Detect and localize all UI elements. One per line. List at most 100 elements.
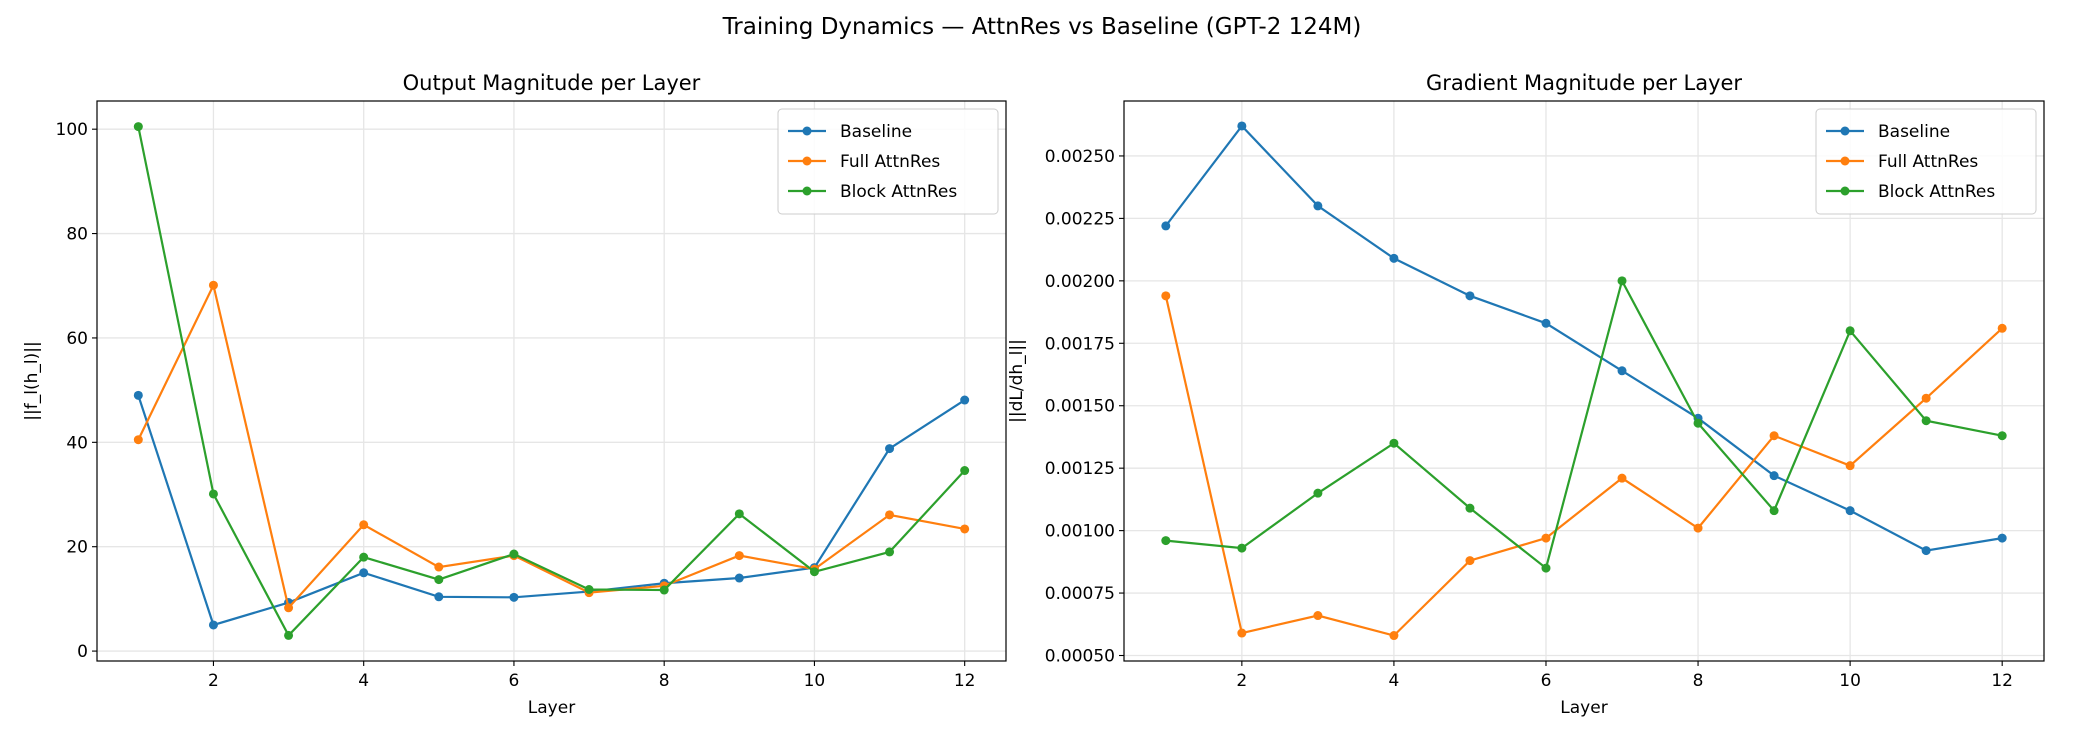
legend-marker [1840,186,1850,196]
data-point [1921,393,1931,403]
data-point [359,568,369,578]
data-point [1997,431,2007,441]
data-point [1617,276,1627,286]
y-axis-label: ||f_l(h_l)|| [22,341,42,420]
data-point [885,547,895,557]
y-tick-label: 0.00225 [1045,209,1115,229]
data-point [1541,533,1551,543]
x-tick-label: 2 [1236,671,1247,691]
series-line-full-attnres [1164,295,2003,637]
data-point [1845,326,1855,336]
x-tick-label: 4 [1389,671,1400,691]
data-point [509,592,519,602]
data-point [1237,628,1247,638]
data-point [1161,536,1171,546]
y-tick-label: 0.00075 [1045,584,1115,604]
legend-label: Baseline [1878,122,1950,142]
data-point [960,395,970,405]
legend: Baseline Full AttnRes Block AttnRes [777,108,999,215]
x-axis-label: Layer [1560,698,1607,718]
y-tick-label: 0.00100 [1045,522,1115,542]
output-magnitude-chart: 2 4 6 8 10 12 0 20 40 60 80 100 Output Magnitude per… [22,71,1007,718]
data-point [208,489,218,499]
legend-marker [1840,156,1850,166]
data-point [509,549,519,559]
data-point [1997,533,2007,543]
y-tick-label: 0.00200 [1045,272,1115,292]
data-point [1693,418,1703,428]
data-point [434,562,444,572]
data-point [434,575,444,585]
legend-marker [1840,126,1850,136]
y-tick-label: 80 [66,225,88,245]
legend-box [1815,108,2037,215]
data-point [734,509,744,519]
data-point [1237,543,1247,553]
x-tick-label: 8 [1693,671,1704,691]
data-point [1313,611,1323,621]
data-point [734,573,744,583]
data-point [960,466,970,476]
data-point [885,510,895,520]
legend-label: Block AttnRes [1878,182,1995,202]
x-tick-label: 4 [358,671,369,691]
data-point [208,280,218,290]
x-tick-label: 6 [509,671,520,691]
legend-marker [802,126,812,136]
data-point [1769,471,1779,481]
legend-marker [802,156,812,166]
data-point [1465,556,1475,566]
data-point [359,520,369,530]
data-point [1465,503,1475,513]
data-point [133,435,143,445]
series-line-baseline [1164,124,2003,552]
data-point [1769,431,1779,441]
legend-marker [802,186,812,196]
data-point [885,444,895,454]
x-tick-label: 12 [954,671,976,691]
y-axis-label: ||dL/dh_l|| [1007,339,1027,423]
data-point [1617,473,1627,483]
data-point [1769,506,1779,516]
data-point [1161,221,1171,231]
y-tick-label: 0.00050 [1045,647,1115,667]
legend-box [777,108,999,215]
data-point [809,567,819,577]
x-tick-label: 10 [1839,671,1861,691]
data-point [1693,523,1703,533]
data-point [1389,438,1399,448]
gradient-magnitude-chart: 2 4 6 8 10 12 0.00050 0.00075 0.00100 0.00125 0.00… [1007,71,2045,718]
chart-title: Gradient Magnitude per Layer [1426,71,1742,95]
data-point [1921,416,1931,426]
legend: Baseline Full AttnRes Block AttnRes [1815,108,2037,215]
y-tick-label: 0.00175 [1045,334,1115,354]
data-point [284,603,294,613]
data-point [1845,506,1855,516]
data-point [1237,121,1247,131]
data-point [1617,366,1627,376]
data-point [1465,291,1475,301]
x-tick-label: 12 [1991,671,2013,691]
data-point [133,390,143,400]
data-point [734,551,744,561]
series-line-baseline [137,395,966,627]
axes-frame [96,100,1007,662]
x-axis-label: Layer [528,698,575,718]
axes-frame [1123,100,2045,662]
data-point [1541,318,1551,328]
data-point [1389,253,1399,263]
data-point [659,585,669,595]
y-tick-label: 0.00125 [1045,459,1115,479]
data-point [1313,488,1323,498]
legend-label: Baseline [840,122,912,142]
chart-title: Output Magnitude per Layer [403,71,701,95]
series-line-full-attnres [137,281,965,611]
data-point [1389,631,1399,641]
data-point [960,524,970,534]
data-point [133,122,143,132]
data-point [1313,201,1323,211]
x-tick-label: 10 [804,671,826,691]
y-tick-label: 60 [66,329,88,349]
data-point [359,552,369,562]
